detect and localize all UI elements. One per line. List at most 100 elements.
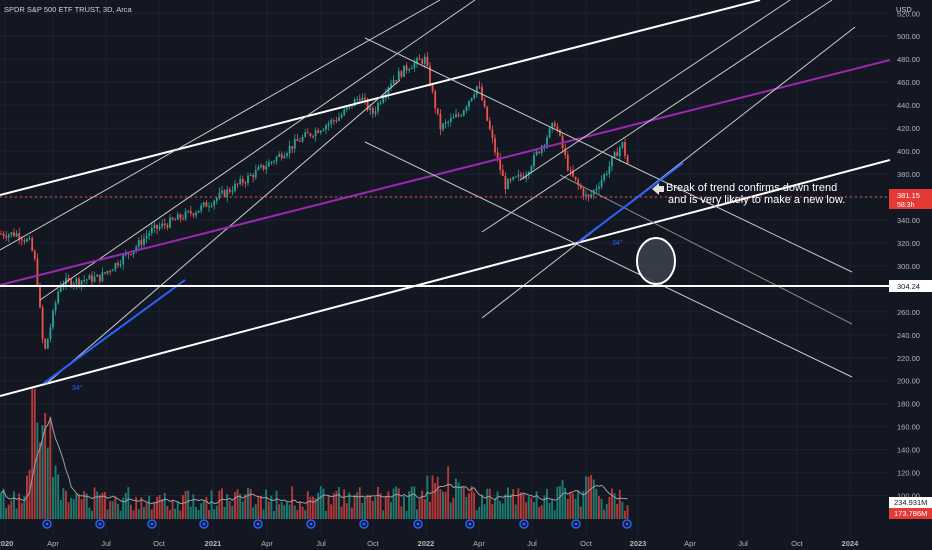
volume-bar bbox=[449, 502, 452, 519]
candle-body bbox=[457, 114, 460, 116]
candle-body bbox=[358, 98, 361, 101]
right-channel-2[interactable] bbox=[481, 26, 856, 319]
volume-bar bbox=[392, 488, 395, 519]
target-ellipse[interactable] bbox=[636, 237, 676, 285]
volume-bar bbox=[540, 505, 543, 519]
volume-bar bbox=[78, 494, 80, 519]
candle-body bbox=[49, 327, 52, 339]
volume-bar bbox=[179, 510, 182, 519]
volume-bar bbox=[452, 497, 455, 519]
channel-line-3[interactable] bbox=[44, 79, 401, 386]
volume-bar bbox=[114, 496, 117, 519]
time-axis[interactable]: 2020 Apr Jul Oct 2021 Apr Jul Oct 2022 Apr Jul Oct 2… bbox=[0, 539, 859, 548]
volume-bar bbox=[221, 488, 223, 519]
volume-bar bbox=[530, 497, 533, 519]
dividend-icon-dot bbox=[468, 522, 472, 526]
volume-bar bbox=[31, 388, 34, 519]
volume-bar bbox=[587, 476, 590, 519]
volume-bar bbox=[304, 510, 307, 519]
annotation-line-2: and is very likely to make a new low. bbox=[668, 194, 845, 206]
chart-labels: SPDR S&P 500 ETF TRUST, 3D, Arca USD Bre… bbox=[4, 5, 912, 392]
candle-body bbox=[590, 194, 593, 197]
desc-channel-top[interactable] bbox=[364, 37, 853, 273]
dividend-icon-dot bbox=[309, 522, 313, 526]
price-tick-label: 440.00 bbox=[897, 101, 920, 110]
volume-bar bbox=[408, 491, 411, 519]
annotation-arrow-icon bbox=[652, 183, 664, 195]
candle-body bbox=[254, 170, 257, 178]
level-price-tag bbox=[889, 280, 932, 292]
volume-bar bbox=[2, 488, 5, 519]
volume-bar bbox=[156, 496, 158, 519]
right-channel-1[interactable] bbox=[481, 0, 833, 233]
candle-body bbox=[608, 166, 611, 174]
candle-body bbox=[616, 152, 619, 157]
volume-bar bbox=[210, 490, 213, 519]
volume-bar bbox=[543, 495, 546, 519]
candle-body bbox=[330, 120, 333, 124]
volume-bar bbox=[101, 492, 104, 519]
volume-bar bbox=[400, 506, 403, 519]
last-price-tag bbox=[889, 189, 932, 209]
volume-bar bbox=[213, 509, 216, 519]
candle-body bbox=[449, 118, 452, 122]
volume-bar bbox=[413, 486, 416, 519]
price-tick-label: 220.00 bbox=[897, 354, 920, 363]
candle-body bbox=[405, 65, 408, 71]
volume-bar bbox=[299, 501, 301, 519]
candle-body bbox=[481, 86, 483, 101]
volume-bar bbox=[397, 488, 400, 519]
candle-body bbox=[166, 225, 169, 228]
candle-body bbox=[135, 246, 138, 251]
candle-body bbox=[572, 170, 574, 177]
candle-body bbox=[390, 83, 392, 88]
candle-body bbox=[499, 157, 502, 170]
right-channel-3[interactable] bbox=[519, 0, 791, 181]
channel-line-1[interactable] bbox=[0, 0, 441, 251]
lower-trendline[interactable] bbox=[0, 159, 891, 397]
desc-channel-bottom[interactable] bbox=[364, 141, 853, 378]
volume-bar bbox=[421, 490, 424, 519]
candle-body bbox=[221, 190, 223, 193]
trend-drawings[interactable] bbox=[0, 0, 891, 397]
volume-bar bbox=[470, 486, 473, 519]
volume-bar bbox=[343, 489, 346, 519]
desc-channel-mid[interactable] bbox=[559, 174, 853, 325]
candle-body bbox=[161, 223, 164, 227]
volume-bar bbox=[262, 509, 265, 519]
volume-bar bbox=[314, 498, 317, 519]
candle-body bbox=[280, 154, 283, 159]
volume-bar bbox=[618, 489, 621, 519]
candle-body bbox=[483, 100, 486, 107]
volume-bar bbox=[215, 505, 218, 519]
candle-body bbox=[338, 117, 340, 121]
candle-body bbox=[57, 291, 60, 304]
candle-body bbox=[468, 100, 470, 107]
candle-body bbox=[579, 184, 582, 189]
volume-bar bbox=[496, 491, 499, 519]
volume-bar bbox=[236, 489, 239, 519]
candle-body bbox=[210, 205, 213, 207]
volume-bar bbox=[348, 492, 351, 519]
purple-trendline[interactable] bbox=[0, 59, 891, 286]
time-tick-label: Jul bbox=[527, 539, 537, 548]
volume-bar bbox=[182, 494, 184, 519]
blue-trendline-right[interactable] bbox=[577, 162, 684, 243]
candle-body bbox=[423, 56, 426, 64]
volume-bar bbox=[296, 509, 299, 519]
volume-bar bbox=[161, 499, 164, 519]
price-axis-panel[interactable] bbox=[888, 0, 932, 550]
channel-line-2[interactable] bbox=[39, 0, 476, 301]
candle-body bbox=[101, 272, 104, 282]
blue-trendline-left[interactable] bbox=[43, 279, 186, 384]
candle-body bbox=[548, 128, 551, 138]
volume-bar bbox=[28, 469, 31, 519]
candle-body bbox=[408, 69, 411, 71]
volume-bar bbox=[499, 501, 502, 519]
volume-bar bbox=[462, 486, 465, 519]
dividend-icon-dot bbox=[625, 522, 629, 526]
volume-bar bbox=[20, 502, 23, 519]
volume-bar bbox=[465, 496, 468, 519]
